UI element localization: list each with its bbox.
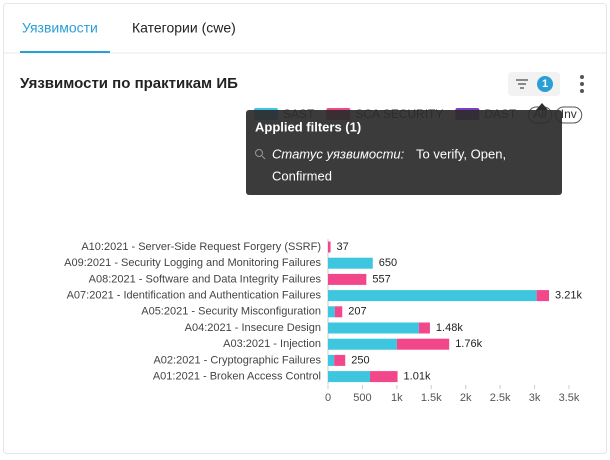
bar-segment [328,306,335,318]
bar-segment [536,290,550,302]
bar-segment [334,354,346,366]
bar-segment [328,338,397,350]
bar-segment [370,371,398,383]
filter-value: To verify, Open, [416,146,506,161]
y-tick-label: A08:2021 - Software and Data Integrity F… [89,273,322,285]
filter-count: 1 [542,78,548,90]
card [3,3,607,454]
total-label: 3.21k [555,290,582,302]
bar-segment [328,273,367,285]
filter-badge [537,76,553,92]
kebab-menu[interactable] [580,75,584,93]
y-tick-label: A10:2021 - Server-Side Request Forgery (… [81,241,321,253]
bar-segment [328,322,419,334]
x-tick-label: 2.5k [490,392,511,404]
x-tick-label: 1k [391,392,403,404]
bar-segment [328,241,331,253]
total-label: 1.48k [436,322,463,334]
bar-segment [418,322,430,334]
bar-segment [396,338,450,350]
total-label: 557 [372,273,390,285]
search-icon [261,155,266,160]
filter-value: Confirmed [272,168,332,183]
search-icon [255,149,263,157]
total-label: 250 [351,354,369,366]
x-tick-label: 2k [460,392,472,404]
bar-segment [334,306,343,318]
tooltip-arrow [536,103,548,110]
tooltip [246,110,562,195]
y-tick-label: A09:2021 - Security Logging and Monitori… [64,257,321,269]
y-tick-label: A04:2021 - Insecure Design [185,322,321,334]
y-tick-label: A02:2021 - Cryptographic Failures [153,354,321,366]
tab-active[interactable]: Уязвимости [22,20,98,36]
total-label: 1.76k [455,338,482,350]
total-label: 207 [348,306,366,318]
y-tick-label: A03:2021 - Injection [223,338,321,350]
tooltip-title: Applied filters (1) [255,119,361,134]
x-tick-label: 500 [353,392,371,404]
y-tick-label: A01:2021 - Broken Access Control [153,371,321,383]
filter-icon [516,79,528,89]
card-title: Уязвимости по практикам ИБ [20,75,238,92]
bar-segment [328,290,537,302]
x-tick-label: 3.5k [559,392,580,404]
bar-segment [328,371,371,383]
x-tick-label: 1.5k [421,392,442,404]
bar-segment [328,257,373,269]
bar-segment [328,354,335,366]
y-tick-label: A07:2021 - Identification and Authentica… [67,290,322,302]
filter-name: Статус уязвимости: [272,146,405,161]
total-label: 1.01k [404,371,431,383]
tab[interactable]: Категории (cwe) [132,20,236,36]
x-tick-label: 0 [325,392,331,404]
total-label: 37 [337,241,349,253]
y-tick-label: A05:2021 - Security Misconfiguration [141,306,321,318]
x-tick-label: 3k [529,392,541,404]
legend-button-label: Inv [561,107,577,121]
total-label: 650 [379,257,397,269]
